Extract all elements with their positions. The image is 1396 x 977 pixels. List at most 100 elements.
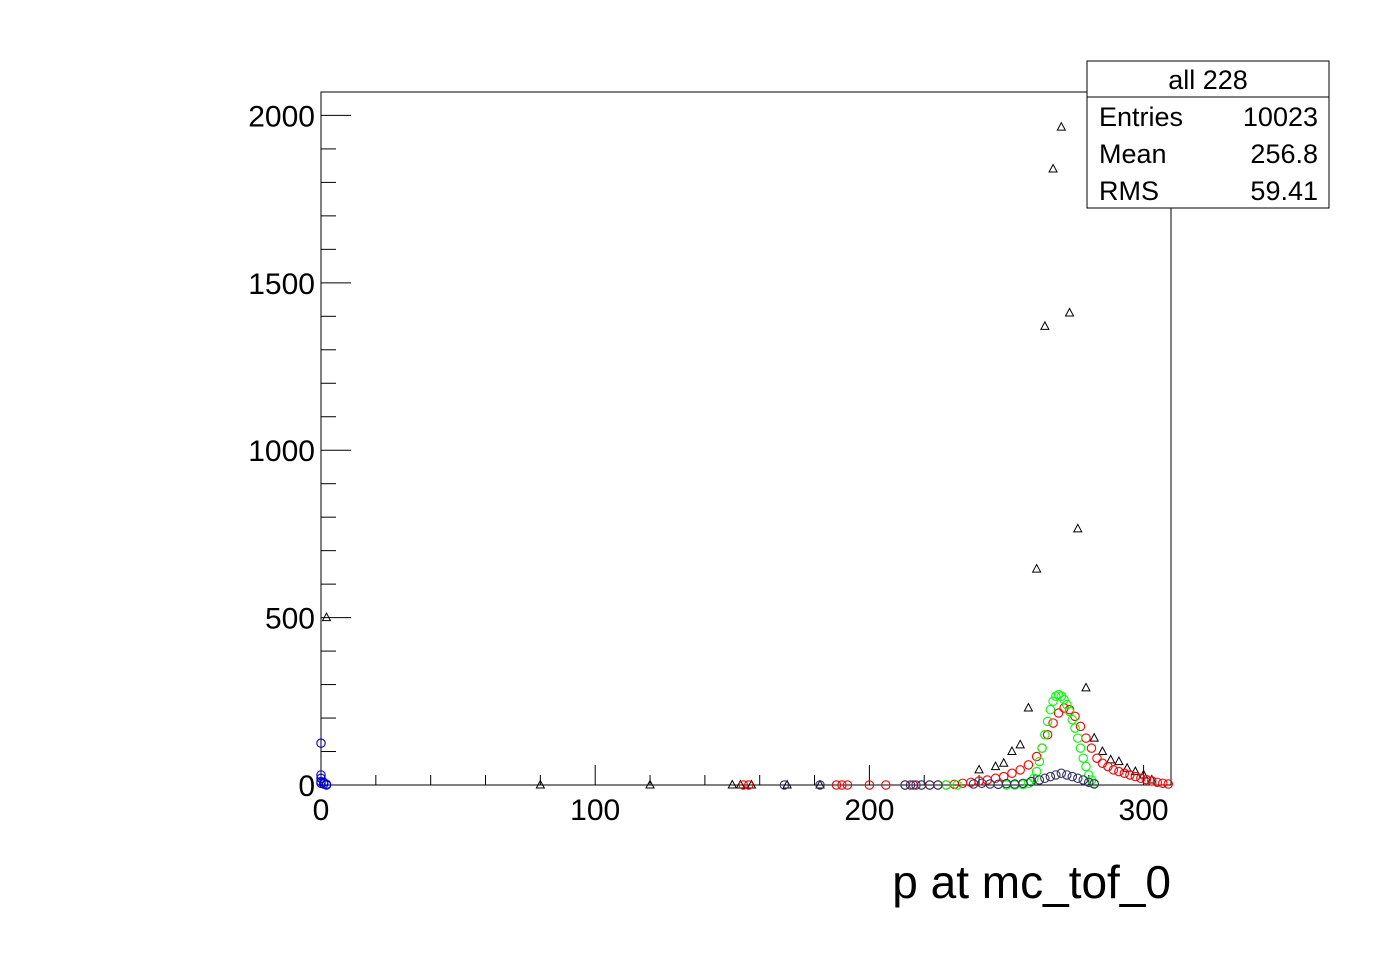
data-point [1015, 765, 1025, 775]
data-point [1048, 696, 1058, 707]
data-point [1114, 756, 1124, 766]
data-point [1053, 689, 1064, 700]
stats-row-value: 10023 [1243, 102, 1318, 132]
data-point [1092, 753, 1102, 763]
data-point [1037, 743, 1047, 753]
data-point [1089, 779, 1099, 789]
data-point [1040, 773, 1050, 784]
data-point [1083, 770, 1094, 780]
data-point [1081, 733, 1091, 743]
series-group [738, 703, 1174, 790]
data-point [1081, 682, 1091, 692]
data-point [998, 757, 1009, 767]
data-point [881, 780, 891, 790]
data-point [1045, 704, 1056, 715]
data-point [974, 764, 984, 774]
data-point [738, 780, 749, 790]
data-point [1078, 753, 1089, 763]
data-point [1130, 771, 1141, 782]
x-axis-label: p at mc_tof_0 [892, 856, 1171, 908]
data-point [957, 778, 968, 789]
data-point [727, 779, 738, 789]
data-point [1053, 708, 1064, 718]
data-point [952, 780, 962, 790]
data-point [1042, 716, 1053, 727]
data-point [1062, 770, 1072, 780]
data-point [1105, 754, 1116, 764]
data-point [1051, 691, 1061, 702]
data-point [321, 612, 332, 622]
data-point [815, 780, 825, 790]
y-tick-label: 2000 [248, 100, 315, 133]
data-point [1130, 766, 1141, 776]
series-group [316, 738, 332, 790]
series-group [321, 121, 1157, 789]
data-point [1070, 711, 1080, 722]
data-point [1031, 766, 1042, 777]
data-point [1048, 163, 1058, 173]
data-point [1075, 743, 1086, 753]
data-point [1119, 768, 1130, 779]
x-tick-label: 0 [313, 794, 330, 827]
data-point [1034, 775, 1045, 785]
data-point [1158, 778, 1168, 789]
data-point [1023, 760, 1034, 770]
data-point [1040, 320, 1050, 330]
data-point [1070, 723, 1080, 733]
data-point [1163, 779, 1174, 789]
data-point [1097, 745, 1108, 756]
data-point [905, 780, 916, 790]
data-point [1062, 699, 1072, 710]
data-point [1141, 774, 1152, 785]
stats-row-label: Entries [1099, 102, 1183, 132]
data-point [321, 780, 332, 790]
data-point [1078, 775, 1089, 785]
data-markers [316, 121, 1174, 790]
data-point [1029, 773, 1039, 784]
data-point [1097, 758, 1108, 768]
stats-row-label: RMS [1099, 176, 1159, 206]
data-point [842, 780, 853, 790]
data-point [1007, 745, 1017, 756]
data-point [1045, 771, 1056, 782]
data-point [1064, 706, 1075, 717]
plot-frame [320, 91, 1172, 786]
data-point [1023, 702, 1034, 712]
data-point [1007, 768, 1017, 779]
data-point [535, 779, 546, 789]
data-point [779, 780, 790, 790]
data-point [1089, 732, 1100, 742]
data-point [864, 780, 875, 790]
data-point [1067, 771, 1078, 782]
data-point [1073, 733, 1083, 743]
data-point [1051, 770, 1061, 780]
data-point [1056, 121, 1067, 131]
data-point [1023, 778, 1034, 789]
data-point [1064, 307, 1075, 317]
data-point [1031, 751, 1042, 762]
data-point [1056, 691, 1067, 702]
data-point [1114, 766, 1124, 777]
data-point [316, 738, 326, 748]
data-point [1073, 773, 1083, 784]
data-point [1103, 761, 1113, 772]
data-point [1042, 730, 1053, 740]
data-point [900, 780, 910, 790]
x-tick-label: 200 [844, 794, 894, 827]
data-point [1034, 756, 1045, 767]
data-point [1040, 730, 1050, 740]
stats-row-label: Mean [1099, 139, 1167, 169]
stats-box-frame [1086, 60, 1330, 209]
series-group [779, 768, 1099, 790]
data-point [1031, 563, 1042, 573]
data-point [933, 780, 943, 790]
data-point [990, 761, 1001, 771]
y-tick-label: 500 [265, 603, 315, 636]
y-tick-label: 0 [298, 770, 315, 803]
data-point [1125, 770, 1135, 780]
data-point [1086, 743, 1097, 753]
data-point [1081, 761, 1091, 772]
data-point [831, 780, 842, 790]
y-tick-label: 1000 [248, 435, 315, 468]
